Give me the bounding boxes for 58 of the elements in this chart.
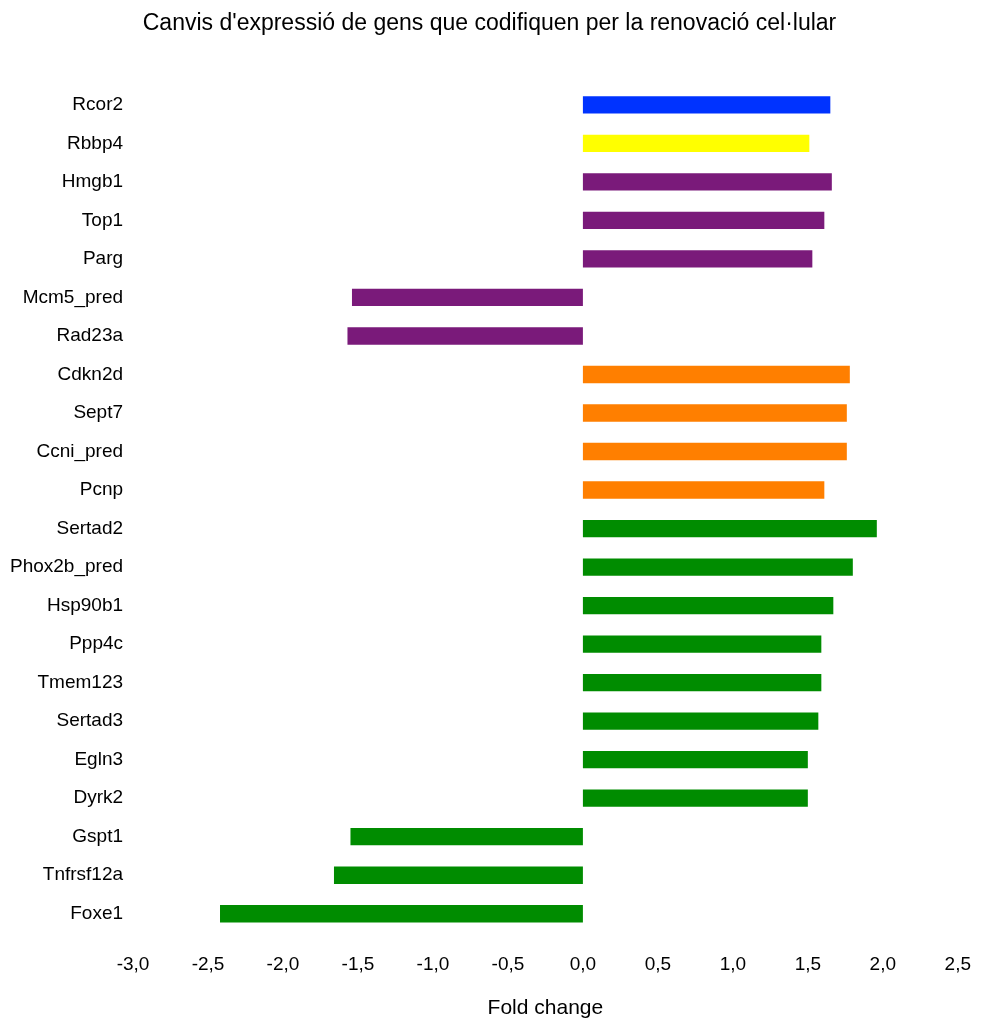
y-tick-label: Ppp4c — [69, 632, 124, 654]
bar — [582, 134, 810, 153]
bar — [582, 596, 834, 615]
bar — [582, 558, 853, 576]
x-tick-label: 0,5 — [644, 952, 672, 974]
bar — [350, 828, 583, 846]
bar — [582, 250, 813, 268]
y-tick-label: Rbbp4 — [67, 131, 124, 153]
y-tick-label: Rad23a — [56, 324, 124, 346]
y-tick-label: Sertad3 — [56, 709, 124, 731]
y-tick-label: Gspt1 — [72, 824, 124, 846]
y-tick-label: Ccni_pred — [36, 439, 124, 462]
chart-title: Canvis d'expressió de gens que codifiquen per la renovació cel·lular — [142, 9, 837, 36]
x-tick-label: -2,0 — [266, 952, 300, 974]
x-tick-label: 0,0 — [569, 952, 597, 974]
bar — [333, 866, 583, 884]
y-tick-label: Mcm5_pred — [22, 285, 124, 308]
y-tick-label: Hmgb1 — [61, 170, 124, 192]
bar — [582, 789, 808, 807]
y-tick-label: Hsp90b1 — [46, 593, 124, 615]
bar — [220, 905, 583, 923]
bar — [582, 673, 822, 692]
y-tick-label: Dyrk2 — [73, 786, 124, 808]
bar — [351, 288, 583, 307]
bar — [582, 442, 847, 461]
y-tick-label: Sept7 — [73, 401, 124, 423]
bar — [582, 173, 832, 191]
x-axis-title: Fold change — [487, 995, 604, 1019]
y-tick-label: Pcnp — [79, 478, 124, 500]
y-tick-label: Egln3 — [74, 747, 124, 769]
bar — [582, 712, 819, 730]
x-tick-label: -2,5 — [191, 952, 225, 974]
y-tick-label: Foxe1 — [70, 901, 124, 923]
y-tick-label: Tmem123 — [37, 670, 124, 692]
x-tick-label: 2,0 — [869, 952, 897, 974]
y-tick-label: Phox2b_pred — [9, 555, 124, 578]
bar — [582, 481, 825, 499]
x-tick-label: -3,0 — [116, 952, 150, 974]
bar — [347, 327, 583, 345]
bar — [582, 365, 850, 384]
x-tick-label: 1,0 — [719, 952, 747, 974]
bar — [582, 211, 825, 230]
x-tick-label: 2,5 — [944, 952, 971, 974]
bar — [582, 404, 847, 422]
x-tick-label: -1,0 — [416, 952, 450, 974]
y-tick-label: Rcor2 — [72, 93, 124, 115]
y-tick-label: Cdkn2d — [57, 362, 124, 384]
y-tick-label: Sertad2 — [56, 516, 124, 538]
bar — [582, 751, 808, 769]
bar — [582, 635, 822, 653]
x-tick-label: -1,5 — [341, 952, 375, 974]
y-tick-label: Top1 — [81, 208, 124, 230]
x-tick-label: -0,5 — [491, 952, 525, 974]
y-tick-label: Parg — [82, 247, 124, 269]
x-tick-label: 1,5 — [794, 952, 822, 974]
bar — [582, 519, 877, 538]
y-tick-label: Tnfrsf12a — [42, 863, 124, 885]
bar — [582, 96, 831, 114]
